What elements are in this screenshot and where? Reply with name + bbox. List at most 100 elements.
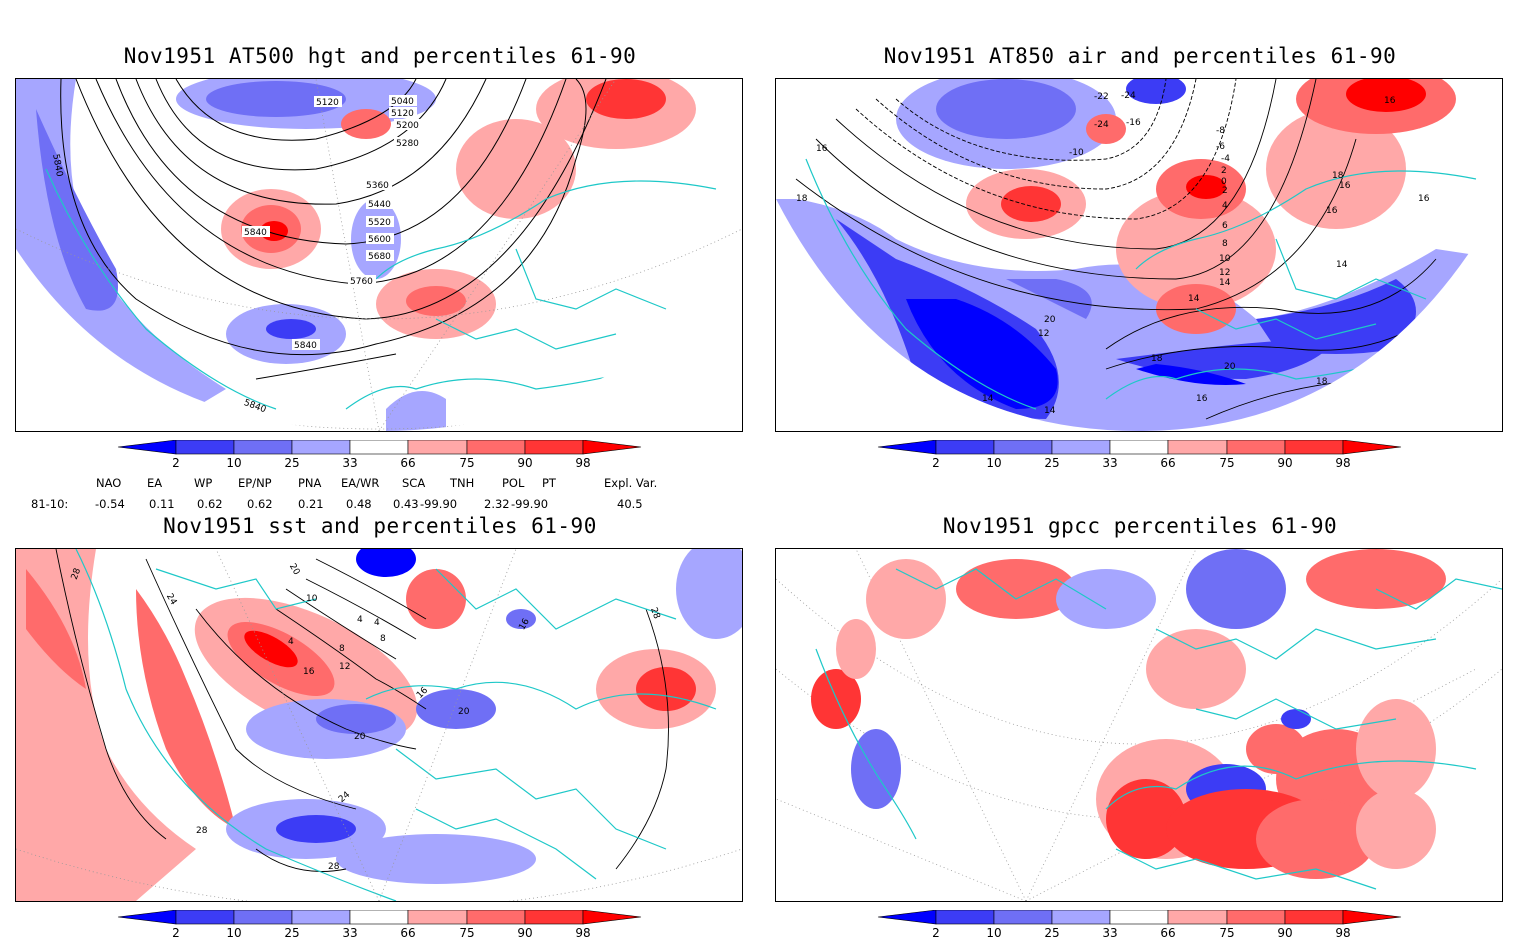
- colorbar-tick-label: 75: [459, 926, 475, 940]
- contour-label-text: 12: [339, 662, 350, 672]
- contour-label-text: 6: [1222, 221, 1228, 231]
- colorbar-swatch: [935, 440, 995, 455]
- contour-label-text: 4: [288, 637, 294, 647]
- contour-label-text: 4: [374, 618, 380, 628]
- colorbar-tick-label: 98: [1335, 456, 1351, 470]
- contour-label-text: 16: [1326, 206, 1338, 216]
- contour-label-text: 5840: [294, 341, 317, 351]
- index-value: 0.21: [298, 497, 324, 511]
- colorbar-swatch: [349, 910, 409, 925]
- colorbar-tick-label: 90: [517, 926, 533, 940]
- contour-label-text: 20: [458, 707, 470, 717]
- contour-label-text: 14: [1336, 260, 1348, 270]
- colorbar-tick-label: 10: [226, 926, 242, 940]
- contour-label-text: 20: [354, 732, 366, 742]
- contour-label-text: -4: [1221, 154, 1230, 164]
- colorbar-swatch: [1226, 910, 1286, 925]
- contour-label-text: 28: [648, 606, 661, 620]
- colorbar-swatch: [466, 440, 526, 455]
- gpcc-map: [776, 549, 1502, 901]
- contour-label-text: 2: [1221, 166, 1227, 176]
- colorbar-tick-label: 90: [1277, 926, 1293, 940]
- contour-label-text: 5440: [368, 200, 391, 210]
- colorbar-swatch: [935, 910, 995, 925]
- contour-label-text: 5760: [350, 277, 373, 287]
- contour-label-text: 5120: [391, 109, 414, 119]
- colorbar-tick-label: 33: [342, 456, 358, 470]
- contour-label: 5200: [394, 119, 422, 131]
- index-value: -0.54: [95, 497, 125, 511]
- contour-label-text: -8: [1216, 126, 1225, 136]
- contour-label-text: -6: [1216, 142, 1225, 152]
- colorbar-hgt: 2 10 25 33 66 75 90 98: [116, 440, 646, 474]
- colorbar-swatch: [524, 440, 584, 455]
- colorbar-tick-label: 25: [284, 456, 300, 470]
- contour-label-text: 5840: [244, 228, 267, 238]
- colorbar-swatches: [877, 910, 1402, 925]
- colorbar-swatch: [877, 910, 937, 925]
- contour-label-text: 18: [1151, 354, 1163, 364]
- contour-label-text: 12: [1038, 329, 1049, 339]
- colorbar-swatches: [877, 440, 1402, 455]
- colorbar-swatch: [1342, 910, 1402, 925]
- index-header: EP/NP: [238, 476, 272, 490]
- colorbar-swatch: [117, 910, 177, 925]
- panel-title-gpcc: Nov1951 gpcc percentiles 61-90: [942, 514, 1338, 538]
- contour-label-text: 5840: [50, 153, 64, 178]
- colorbar-swatch: [1284, 910, 1344, 925]
- contour-label: 5840: [50, 153, 64, 178]
- contour-label-text: 5120: [316, 98, 339, 108]
- colorbar-swatch: [524, 910, 584, 925]
- contour-label: 5760: [348, 275, 376, 287]
- colorbar-tick-label: 98: [575, 456, 591, 470]
- contour-label-text: 0: [1221, 177, 1227, 187]
- index-header: NAO: [96, 476, 122, 490]
- colorbar-swatch: [291, 440, 351, 455]
- colorbar-swatches: [117, 440, 642, 455]
- contour-label-text: 10: [1219, 254, 1231, 264]
- contour-label-text: 20: [1044, 315, 1056, 325]
- contour-label: 5840: [242, 226, 270, 238]
- colorbar-swatch: [175, 910, 235, 925]
- colorbar-swatch: [1051, 440, 1111, 455]
- colorbar-swatch: [349, 440, 409, 455]
- colorbar-swatch: [582, 440, 642, 455]
- contour-label: 5840: [242, 398, 267, 415]
- colorbar-tick-label: 10: [986, 456, 1002, 470]
- colorbar-swatch: [1226, 440, 1286, 455]
- contour-label-text: 5040: [391, 97, 414, 107]
- colorbar-swatch: [877, 440, 937, 455]
- colorbar-swatch: [175, 440, 235, 455]
- contour-label: 5120: [314, 96, 342, 108]
- contour-label-text: 16: [1196, 394, 1208, 404]
- contour-label: 5520: [366, 216, 394, 228]
- panel-title-hgt: Nov1951 AT500 hgt and percentiles 61-90: [123, 44, 637, 68]
- colorbar-tick-label: 2: [932, 926, 940, 940]
- contour-label-text: 20: [287, 562, 302, 577]
- contour-label-text: 4: [357, 615, 363, 625]
- air-contour-labels: -22 -24 -24 -16 -10 -8 -6 -4 2 0 2 4 6 8…: [796, 91, 1430, 416]
- index-value: 0.62: [197, 497, 223, 511]
- colorbar-gpcc: 2 10 25 33 66 75 90 98: [876, 910, 1406, 944]
- contour-label-text: 14: [1044, 406, 1056, 416]
- contour-label: 5680: [366, 250, 394, 262]
- colorbar-swatch: [993, 910, 1053, 925]
- index-header: PNA: [298, 476, 322, 490]
- contour-label-text: 16: [816, 144, 828, 154]
- colorbar-tick-label: 66: [400, 456, 416, 470]
- index-value: 0.48: [346, 497, 372, 511]
- contour-label-text: 18: [1332, 171, 1344, 181]
- colorbar-tick-label: 2: [172, 456, 180, 470]
- contour-label-text: -24: [1121, 91, 1136, 101]
- index-value: -99.90: [420, 497, 458, 511]
- contour-label-text: 16: [1418, 194, 1430, 204]
- index-row-label: 81-10:: [31, 497, 69, 511]
- contour-label-text: 28: [70, 567, 83, 581]
- colorbar-tick-label: 75: [459, 456, 475, 470]
- contour-label-text: 14: [1219, 278, 1231, 288]
- contour-label-text: -10: [1069, 148, 1084, 158]
- contour-label-text: 10: [306, 594, 318, 604]
- index-header: WP: [194, 476, 213, 490]
- contour-label: 5440: [366, 198, 394, 210]
- colorbar-tick-label: 10: [986, 926, 1002, 940]
